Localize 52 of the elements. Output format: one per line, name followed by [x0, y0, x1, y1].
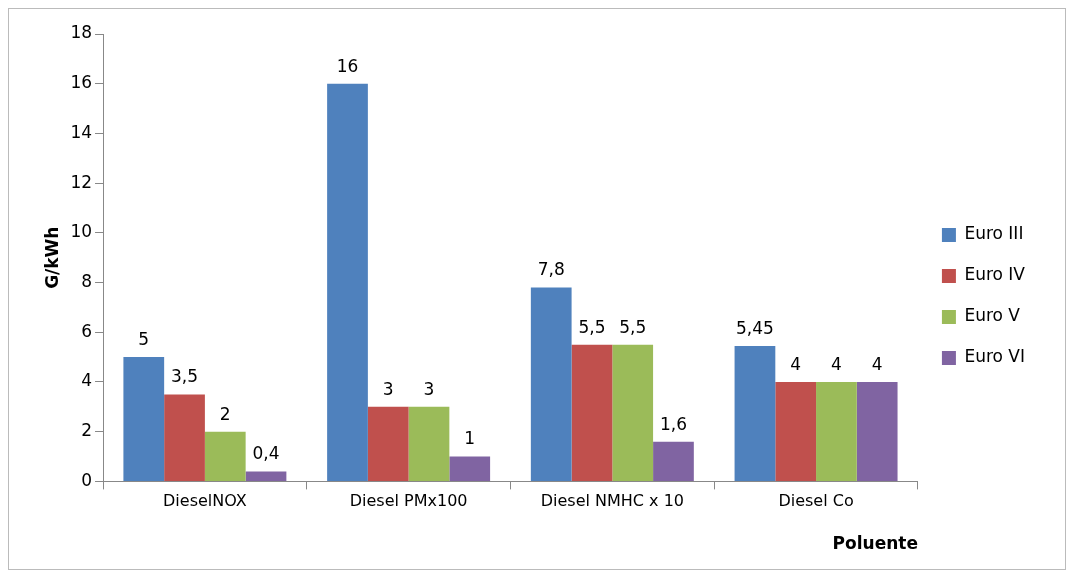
bar	[367, 406, 409, 481]
data-label: 4	[871, 353, 883, 374]
bar	[245, 471, 287, 481]
y-tick-label: 14	[70, 121, 93, 142]
x-tick-label: Diesel NMHC x 10	[540, 491, 684, 511]
y-tick-label: 12	[70, 171, 93, 192]
y-tick-label: 16	[70, 72, 93, 93]
bar	[204, 431, 246, 481]
bar	[530, 287, 572, 481]
data-label: 7,8	[537, 259, 565, 280]
legend-label: Euro VI	[964, 346, 1026, 367]
x-tick-label: Diesel Co	[778, 491, 854, 511]
data-label: 5	[138, 329, 150, 350]
y-tick-label: 8	[81, 270, 93, 291]
data-label: 1,6	[659, 413, 687, 434]
y-tick-label: 18	[70, 22, 93, 43]
bar	[408, 406, 450, 481]
bar	[571, 344, 613, 481]
x-tick-label: DieselNOX	[163, 491, 247, 511]
legend-label: Euro IV	[964, 264, 1026, 285]
x-axis-title: Poluente	[832, 533, 918, 554]
data-label: 5,5	[578, 316, 606, 337]
y-tick-label: 0	[81, 469, 93, 490]
x-tick-label: Diesel PMx100	[349, 491, 468, 511]
data-label: 4	[790, 353, 802, 374]
data-label: 3	[382, 378, 394, 399]
bar	[734, 345, 776, 481]
bar	[653, 441, 694, 481]
y-axis-title: G/kWh	[41, 226, 62, 289]
data-label: 3	[423, 378, 435, 399]
data-label: 3,5	[171, 366, 199, 387]
data-label: 5,45	[736, 317, 774, 338]
y-tick-label: 6	[81, 320, 93, 341]
data-label: 16	[336, 55, 359, 76]
data-label: 0,4	[252, 443, 280, 464]
bar	[164, 394, 205, 481]
bar	[327, 83, 368, 481]
legend-label: Euro V	[964, 305, 1021, 326]
data-label: 4	[831, 353, 842, 374]
bar	[449, 456, 491, 481]
bar	[775, 381, 817, 481]
data-label: 5,5	[619, 316, 647, 337]
data-label: 1	[464, 428, 476, 449]
y-tick-label: 2	[81, 420, 93, 441]
y-tick-label: 4	[81, 370, 93, 391]
bar	[612, 344, 654, 481]
data-label: 2	[219, 403, 231, 424]
legend-label: Euro III	[964, 223, 1024, 244]
bar	[123, 357, 165, 481]
bar	[856, 381, 898, 481]
bar	[816, 381, 857, 481]
y-tick-label: 10	[70, 221, 93, 242]
